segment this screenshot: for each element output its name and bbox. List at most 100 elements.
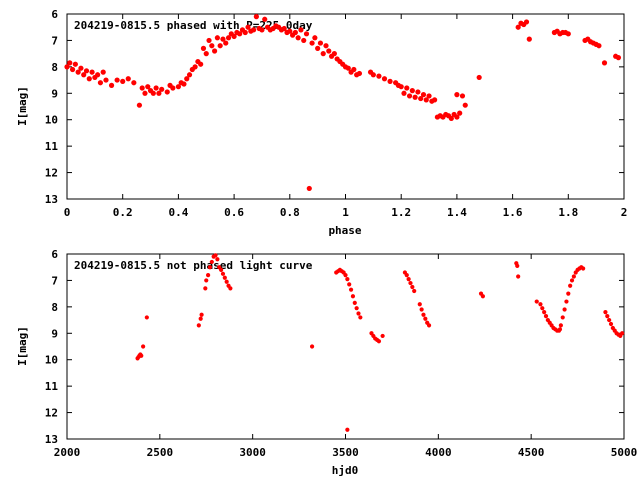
phased-y-tick-label: 10: [45, 114, 58, 127]
unphased-data-point: [198, 316, 203, 321]
phased-data-point: [356, 70, 363, 77]
phased-x-tick-label: 0.6: [224, 206, 244, 219]
unphased-data-point: [562, 307, 567, 312]
phased-data-point: [156, 90, 162, 96]
phased-data-point: [303, 31, 310, 37]
phased-x-tick-label: 0.8: [280, 206, 300, 219]
phased-data-point: [125, 76, 131, 82]
phased-data-point: [250, 27, 257, 33]
unphased-x-axis-title: hjd0: [332, 464, 359, 477]
phased-data-point: [237, 31, 243, 37]
phased-data-point: [95, 72, 101, 78]
phased-data-point: [181, 81, 187, 87]
phased-data-point: [462, 102, 468, 108]
phased-data-point: [200, 45, 207, 51]
phased-data-point: [245, 24, 251, 30]
phased-x-axis-title: phase: [328, 224, 361, 237]
unphased-data-point: [209, 259, 214, 265]
unphased-data-point: [219, 267, 224, 272]
phased-data-point: [139, 85, 145, 91]
phased-y-axis-title: I[mag]: [16, 86, 29, 126]
unphased-chart-title: 204219-0815.5 not phased light curve: [74, 259, 313, 272]
phased-x-tick-label: 2: [621, 206, 628, 219]
unphased-data-point: [480, 294, 485, 299]
phased-data-point: [97, 80, 104, 86]
unphased-data-point: [542, 310, 547, 315]
phased-data-point: [448, 115, 454, 121]
phased-data-point: [131, 80, 137, 86]
phased-data-point: [100, 69, 106, 75]
phased-data-point: [72, 61, 78, 67]
unphased-data-point: [516, 274, 521, 279]
phased-data-point: [420, 92, 427, 98]
unphased-data-point: [356, 311, 361, 316]
phased-data-point: [120, 78, 126, 84]
phased-data-point: [615, 55, 622, 61]
unphased-data-point: [426, 323, 432, 328]
phased-data-point: [259, 27, 265, 33]
phased-data-point: [401, 90, 407, 96]
unphased-data-point: [515, 263, 520, 268]
phased-data-point: [312, 35, 318, 41]
unphased-data-point: [204, 278, 209, 283]
unphased-data-point: [345, 427, 350, 432]
phased-data-point: [457, 110, 463, 116]
phased-y-tick-label: 9: [51, 87, 58, 100]
phased-data-point: [153, 85, 159, 91]
unphased-x-tick-label: 4000: [425, 446, 452, 459]
unphased-data-point: [557, 327, 563, 332]
unphased-data-point: [206, 273, 211, 278]
phased-data-point: [214, 35, 220, 41]
phased-data-point: [142, 90, 148, 96]
phased-data-point: [404, 85, 410, 91]
unphased-data-point: [408, 280, 413, 286]
phased-data-point: [398, 84, 404, 90]
phased-x-tick-label: 1.4: [447, 206, 467, 219]
unphased-data-point: [412, 288, 417, 294]
unphased-y-tick-label: 8: [51, 301, 58, 314]
unphased-y-tick-label: 12: [45, 407, 58, 420]
phased-data-point: [320, 51, 326, 57]
phased-data-point: [345, 65, 351, 71]
unphased-x-tick-label: 4500: [518, 446, 545, 459]
phased-data-point: [523, 19, 530, 25]
unphased-y-tick-label: 10: [45, 354, 58, 367]
phased-data-point: [242, 29, 248, 36]
unphased-data-point: [224, 279, 229, 284]
unphased-data-point: [421, 312, 426, 317]
phased-x-tick-label: 1.6: [503, 206, 523, 219]
unphased-y-axis-title: I[mag]: [16, 326, 29, 366]
phased-data-point: [217, 43, 223, 49]
unphased-data-point: [380, 333, 385, 339]
phased-x-ticks: 0 0.2 0.4 0.6 0.8 1 1.2 1.4 1.6 1.8 2: [64, 14, 628, 219]
unphased-data-point: [607, 317, 612, 323]
unphased-data-point: [345, 277, 350, 282]
unphased-data-point: [569, 278, 575, 283]
phased-data-point: [295, 35, 301, 41]
phased-data-point: [225, 35, 232, 41]
unphased-y-tick-label: 9: [51, 327, 58, 340]
unphased-data-point: [543, 314, 549, 319]
unphased-data-point: [540, 306, 545, 311]
unphased-data-point: [404, 273, 409, 278]
phased-data-point: [476, 74, 482, 81]
unphased-data-point: [144, 315, 149, 320]
phased-data-point: [387, 78, 393, 84]
phased-data-point: [198, 61, 204, 67]
unphased-data-point: [534, 299, 539, 304]
phased-data-point: [298, 27, 304, 33]
phased-data-point: [223, 40, 229, 46]
phased-data-point: [231, 33, 237, 40]
phased-data-point: [206, 37, 212, 44]
phased-data-point: [287, 28, 293, 34]
phased-y-tick-label: 13: [45, 193, 58, 206]
phased-data-point: [454, 114, 460, 120]
phased-data-point: [186, 72, 193, 78]
unphased-data-point: [220, 271, 226, 276]
phased-data-point: [192, 64, 198, 70]
unphased-data-point: [358, 315, 363, 320]
unphased-data-point: [215, 257, 220, 262]
phased-data-point: [412, 94, 418, 100]
phased-data-point: [315, 45, 321, 51]
phased-data-point: [164, 89, 170, 95]
